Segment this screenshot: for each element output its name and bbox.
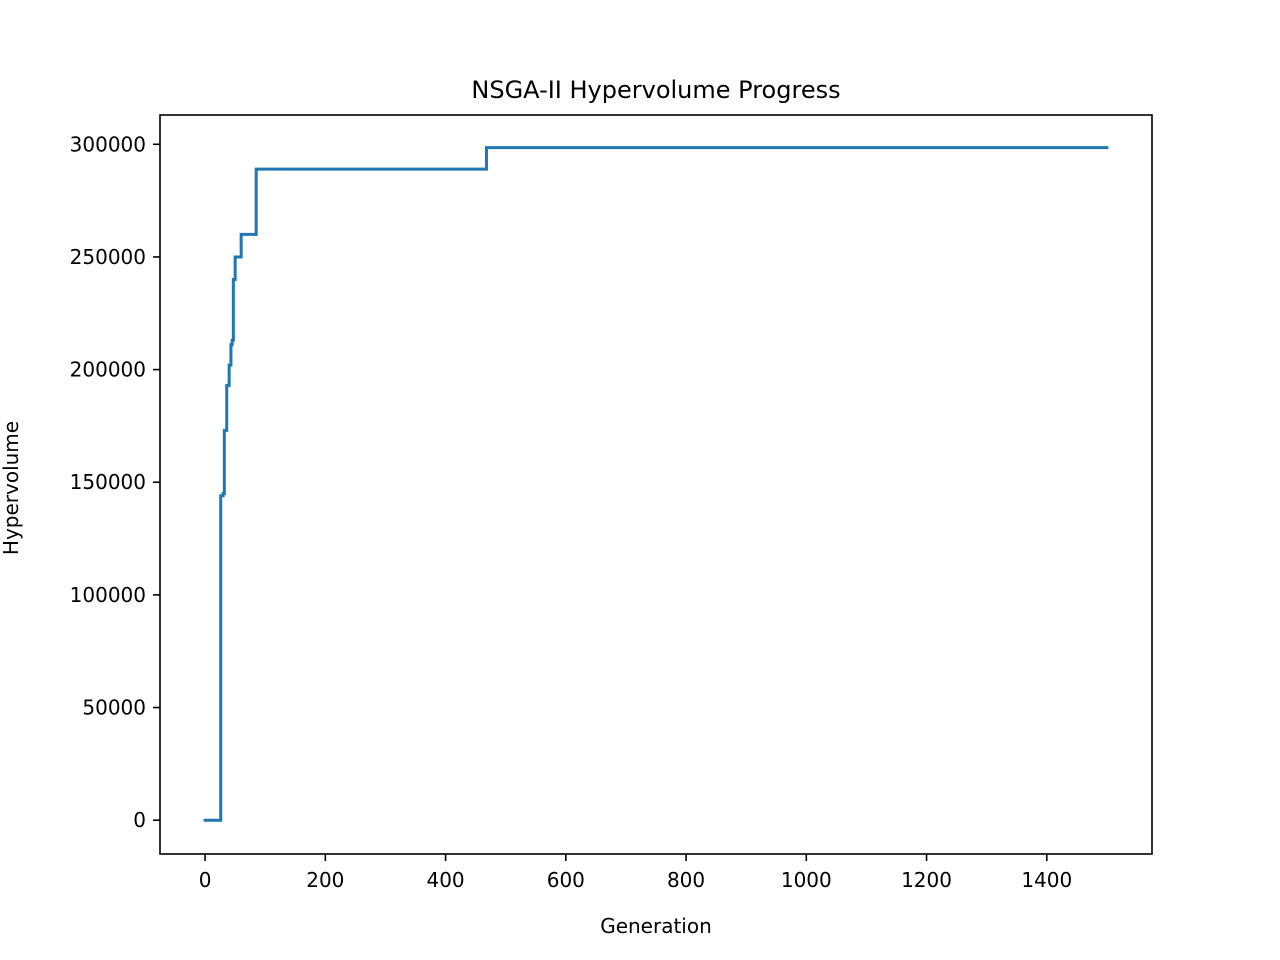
x-tick-label: 800 — [667, 868, 705, 892]
y-tick-label: 50000 — [82, 696, 146, 720]
series-layer — [203, 146, 1109, 822]
x-tick-label: 1200 — [901, 868, 952, 892]
x-tick-label: 400 — [426, 868, 464, 892]
plot-background — [160, 115, 1152, 854]
x-tick-label: 0 — [199, 868, 212, 892]
x-tick-label: 200 — [306, 868, 344, 892]
chart-title: NSGA-II Hypervolume Progress — [471, 76, 840, 104]
x-tick-label: 1400 — [1021, 868, 1072, 892]
y-tick-label: 300000 — [70, 132, 146, 156]
y-tick-label: 200000 — [70, 358, 146, 382]
y-tick-label: 150000 — [70, 470, 146, 494]
y-tick-label: 100000 — [70, 583, 146, 607]
x-axis-label: Generation — [600, 914, 712, 938]
x-tick-label: 1000 — [781, 868, 832, 892]
plot-frame — [159, 114, 1153, 855]
y-tick-label: 0 — [133, 808, 146, 832]
x-tick-label: 600 — [547, 868, 585, 892]
y-axis-label: Hypervolume — [0, 421, 23, 555]
plot-area — [159, 114, 1153, 855]
y-axis: 0 50000 100000 150000 200000 250000 300000 — [70, 132, 160, 832]
hypervolume-series-line — [203, 146, 1109, 822]
y-tick-label: 250000 — [70, 245, 146, 269]
x-axis: 0 200 400 600 800 1000 1200 1400 — [199, 854, 1072, 892]
